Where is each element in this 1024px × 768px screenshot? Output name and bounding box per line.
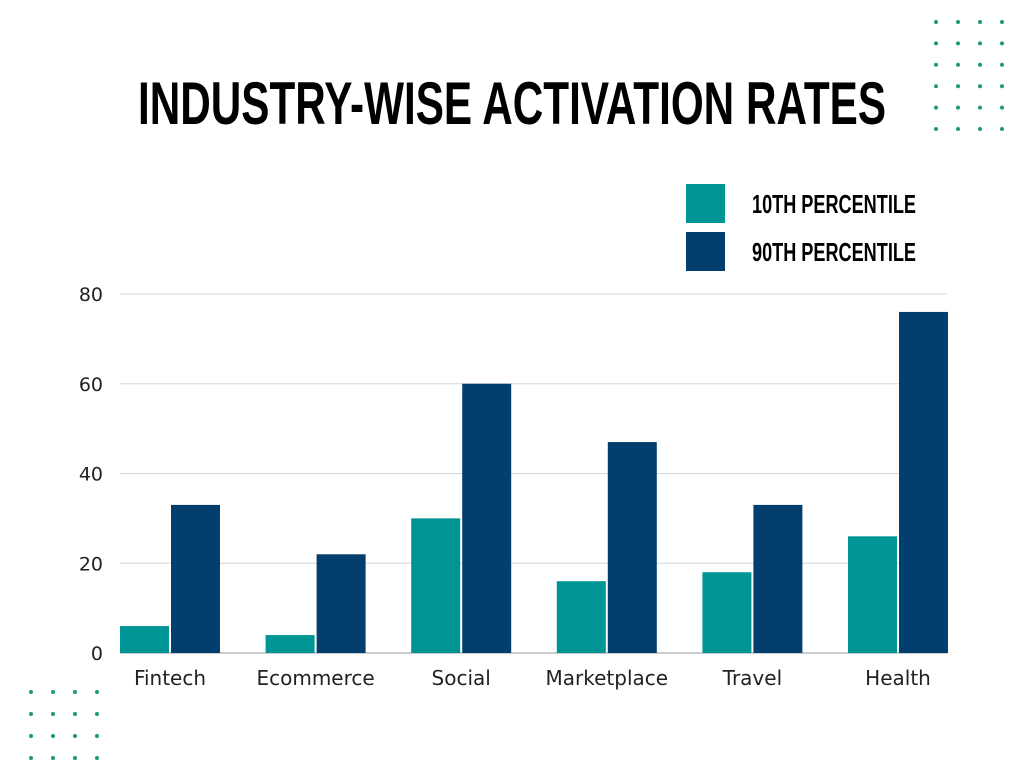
decorative-dot: [73, 756, 77, 760]
legend-label: 90TH PERCENTILE: [752, 237, 916, 267]
decorative-dot: [29, 734, 33, 738]
y-tick-label: 60: [79, 374, 103, 396]
x-tick-label: Marketplace: [546, 666, 669, 690]
decorative-dot: [1000, 20, 1004, 24]
bar-10th-marketplace: [556, 581, 606, 653]
bar-90th-ecommerce: [316, 554, 366, 653]
bar-90th-travel: [753, 504, 803, 653]
decorative-dot: [95, 712, 99, 716]
decorative-dot: [956, 105, 960, 110]
bar-10th-health: [848, 536, 897, 653]
decorative-dot: [29, 712, 33, 716]
decorative-dot: [934, 105, 938, 110]
decorative-dot: [51, 690, 55, 694]
bars: [120, 311, 948, 653]
decorative-dot: [978, 127, 982, 131]
decorative-dots: [29, 20, 1004, 760]
grid: [120, 293, 947, 654]
decorative-dot: [29, 756, 33, 760]
legend-label: 10TH PERCENTILE: [752, 189, 916, 219]
decorative-dot: [1000, 62, 1004, 67]
decorative-dot: [956, 62, 960, 67]
bar-90th-fintech: [171, 504, 220, 653]
x-tick-label: Social: [432, 666, 491, 690]
bar-10th-social: [411, 518, 461, 653]
decorative-dot: [95, 756, 99, 760]
decorative-dot: [978, 62, 982, 67]
y-tick-label: 20: [79, 553, 103, 575]
x-tick-label: Fintech: [134, 666, 206, 690]
x-tick-label: Travel: [722, 666, 782, 690]
decorative-dot: [978, 84, 982, 89]
decorative-dot: [934, 41, 938, 46]
bar-90th-marketplace: [607, 442, 657, 653]
decorative-dot: [29, 690, 33, 694]
decorative-dot: [51, 712, 55, 716]
bar-90th-health: [899, 311, 948, 653]
y-tick-label: 0: [91, 643, 103, 665]
decorative-dot: [934, 127, 938, 131]
decorative-dot: [956, 41, 960, 46]
decorative-dot: [956, 20, 960, 24]
decorative-dot: [1000, 41, 1004, 46]
x-tick-label: Health: [865, 666, 931, 690]
bar-90th-social: [462, 383, 512, 653]
legend: 10TH PERCENTILE 90TH PERCENTILE: [686, 184, 916, 271]
legend-swatch: [686, 232, 725, 271]
decorative-dot: [73, 734, 77, 738]
bar-10th-ecommerce: [265, 635, 315, 653]
decorative-dot: [51, 756, 55, 760]
x-axis: Fintech Ecommerce Social Marketplace Travel H…: [134, 666, 931, 690]
decorative-dot: [1000, 127, 1004, 131]
y-axis: 0 20 40 60 80: [79, 284, 103, 665]
decorative-dot: [51, 734, 55, 738]
legend-swatch: [686, 184, 725, 223]
decorative-dot: [934, 20, 938, 24]
x-tick-label: Ecommerce: [256, 666, 374, 690]
decorative-dot: [1000, 105, 1004, 110]
chart-title: INDUSTRY-WISE ACTIVATION RATES: [138, 70, 886, 137]
decorative-dot: [73, 712, 77, 716]
decorative-dot: [978, 20, 982, 24]
decorative-dot: [934, 84, 938, 89]
bar-10th-fintech: [120, 626, 169, 653]
decorative-dot: [956, 84, 960, 89]
bar-10th-travel: [702, 572, 752, 653]
decorative-dot: [95, 690, 99, 694]
decorative-dot: [95, 734, 99, 738]
y-tick-label: 80: [79, 284, 103, 306]
decorative-dot: [73, 690, 77, 694]
decorative-dot: [956, 127, 960, 131]
y-tick-label: 40: [79, 464, 103, 486]
decorative-dot: [978, 41, 982, 46]
decorative-dot: [1000, 84, 1004, 89]
decorative-dot: [934, 62, 938, 67]
decorative-dot: [978, 105, 982, 110]
